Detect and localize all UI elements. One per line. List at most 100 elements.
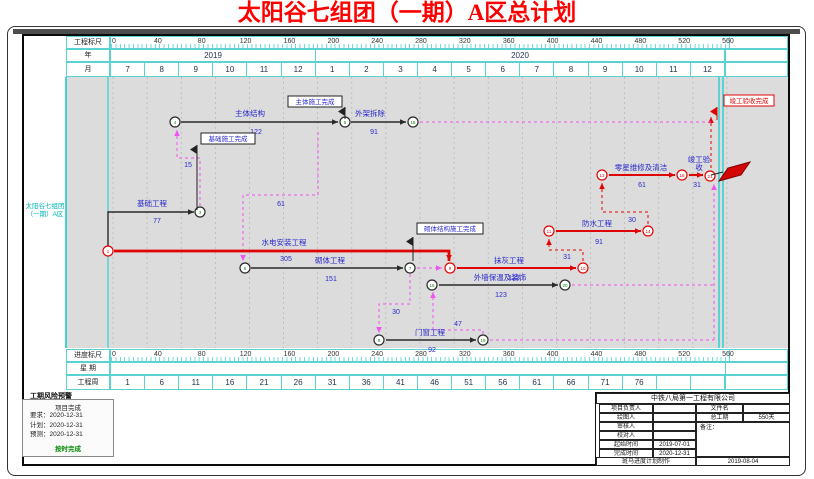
month-cell: 6	[486, 63, 521, 76]
project-week-cell: 61	[520, 376, 555, 389]
year-cell: 2020	[316, 50, 725, 61]
tb-print-date: 2019-08-04	[696, 457, 790, 466]
year-cell: 2019	[111, 50, 316, 61]
project-week-cell: 21	[247, 376, 282, 389]
tb-label-proofreader: 校对人	[599, 431, 653, 440]
network-node[interactable]	[426, 279, 438, 291]
band-filler	[725, 50, 787, 61]
network-node[interactable]	[169, 116, 181, 128]
network-node[interactable]	[102, 245, 114, 257]
ruler-tick-label: 560	[722, 351, 734, 358]
activity-duration: 123	[508, 275, 520, 282]
region-label: 太阳谷七组团 （一期）A区	[24, 203, 66, 219]
ruler-tick-label: 0	[112, 38, 116, 45]
region-label-line1: 太阳谷七组团	[25, 203, 65, 210]
label-project-week: 工程周	[66, 375, 110, 390]
network-node[interactable]	[477, 334, 489, 346]
arrowhead-icon	[599, 183, 605, 189]
lag-label: 31	[563, 254, 571, 261]
activity-name: 外墙保温及装饰	[474, 272, 527, 282]
ruler-tick-label: 400	[546, 38, 559, 45]
arrowhead-icon	[552, 282, 558, 288]
band-filler	[729, 37, 787, 48]
bottom-ruler-band: 0 40 80 120 160 200 240 280 320 360 400 440 480 520 56…	[110, 349, 788, 362]
network-node[interactable]	[444, 262, 456, 274]
ruler-tick-label: 160	[283, 351, 296, 358]
ruler-tick-label: 120	[239, 38, 252, 45]
activity-arrow[interactable]	[107, 211, 194, 246]
network-node[interactable]	[559, 279, 571, 291]
milestone-flag-icon	[190, 145, 197, 154]
ruler-tick-label: 480	[634, 38, 647, 45]
network-node[interactable]	[373, 334, 385, 346]
node-number: 21	[707, 174, 713, 179]
network-node[interactable]	[239, 262, 251, 274]
project-week-cell: 36	[350, 376, 384, 389]
activity-duration: 151	[325, 276, 337, 283]
tb-label-total-duration: 总工期	[696, 413, 743, 422]
activity-name: 防水工程	[582, 218, 612, 228]
page-title: 太阳谷七组团（一期）A区总计划	[237, 0, 577, 25]
activity-duration: 122	[250, 129, 262, 136]
ruler-tick-label: 560	[722, 38, 734, 45]
project-week-cell: 71	[589, 376, 623, 389]
activity-duration: 91	[370, 129, 378, 136]
label-week: 星 期	[66, 362, 110, 375]
arrowhead-icon	[240, 255, 246, 261]
arrowhead-icon	[332, 119, 338, 125]
milestone-flag-icon	[406, 237, 413, 246]
network-node[interactable]	[642, 225, 654, 237]
activity-name: 水电安装工程	[262, 237, 307, 247]
network-node[interactable]	[543, 225, 555, 237]
node-number: 10	[580, 266, 586, 271]
network-node[interactable]	[577, 262, 589, 274]
top-ruler-band: 0 40 80 120 160 200 240 280 320 360 400 440 480 520 56…	[110, 36, 788, 49]
month-cell: 12	[691, 63, 725, 76]
project-week-cell	[691, 376, 725, 389]
network-node[interactable]	[596, 169, 608, 181]
milestone-label: 竣工验收完成	[730, 96, 770, 105]
lag-label: 61	[277, 201, 285, 208]
network-node[interactable]	[407, 116, 419, 128]
ruler-tick-label: 280	[415, 351, 427, 358]
finish-flag-pole	[710, 171, 724, 176]
milestone-box[interactable]	[416, 222, 484, 235]
tb-remarks: 备注：	[696, 422, 790, 457]
project-week-cell: 46	[418, 376, 453, 389]
lag-link	[432, 292, 484, 334]
month-cell: 9	[179, 63, 214, 76]
lag-label: 47	[454, 321, 462, 328]
ruler-tick-label: 80	[197, 351, 206, 358]
month-cell: 2	[350, 63, 384, 76]
network-node[interactable]	[704, 170, 716, 182]
activity-duration: 61	[638, 182, 646, 189]
network-node[interactable]	[404, 262, 416, 274]
activity-duration: 123	[495, 292, 507, 299]
month-cells: 7 8 9 10 11 12 1 2 3 4 5 6 7 8 9 10 11 12	[111, 63, 725, 76]
ruler-tick-label: 40	[153, 351, 162, 358]
milestone-flag-icon	[710, 107, 717, 116]
network-node[interactable]	[676, 169, 688, 181]
tb-value-project-leader	[653, 404, 696, 413]
ruler-tick-label: 520	[678, 351, 690, 358]
milestone-box[interactable]	[200, 132, 256, 145]
milestone-box[interactable]	[287, 95, 343, 108]
ruler-tick-label: 240	[371, 38, 383, 45]
risk-warning-header: 工期风险预警	[30, 393, 72, 400]
month-cell: 11	[247, 63, 282, 76]
arrowhead-icon	[635, 228, 641, 234]
company-name: 中铁八局第一工程有限公司	[596, 393, 790, 404]
risk-row-value: 2020-12-31	[49, 421, 83, 429]
month-cell: 7	[520, 63, 555, 76]
project-week-cell: 6	[145, 376, 180, 389]
node-number: 4	[174, 120, 177, 125]
lag-label: 15	[184, 162, 192, 169]
milestone-box[interactable]	[723, 94, 775, 107]
tb-label-file-name: 文件名	[696, 404, 743, 413]
arrowhead-icon	[697, 172, 703, 178]
risk-row-value: 2020-12-31	[49, 412, 83, 419]
top-ruler-ticks: 0 40 80 120 160 200 240 280 320 360 400 440 480 520 56…	[111, 37, 734, 48]
risk-row-planned: 计划： 2020-12-31	[23, 421, 113, 431]
